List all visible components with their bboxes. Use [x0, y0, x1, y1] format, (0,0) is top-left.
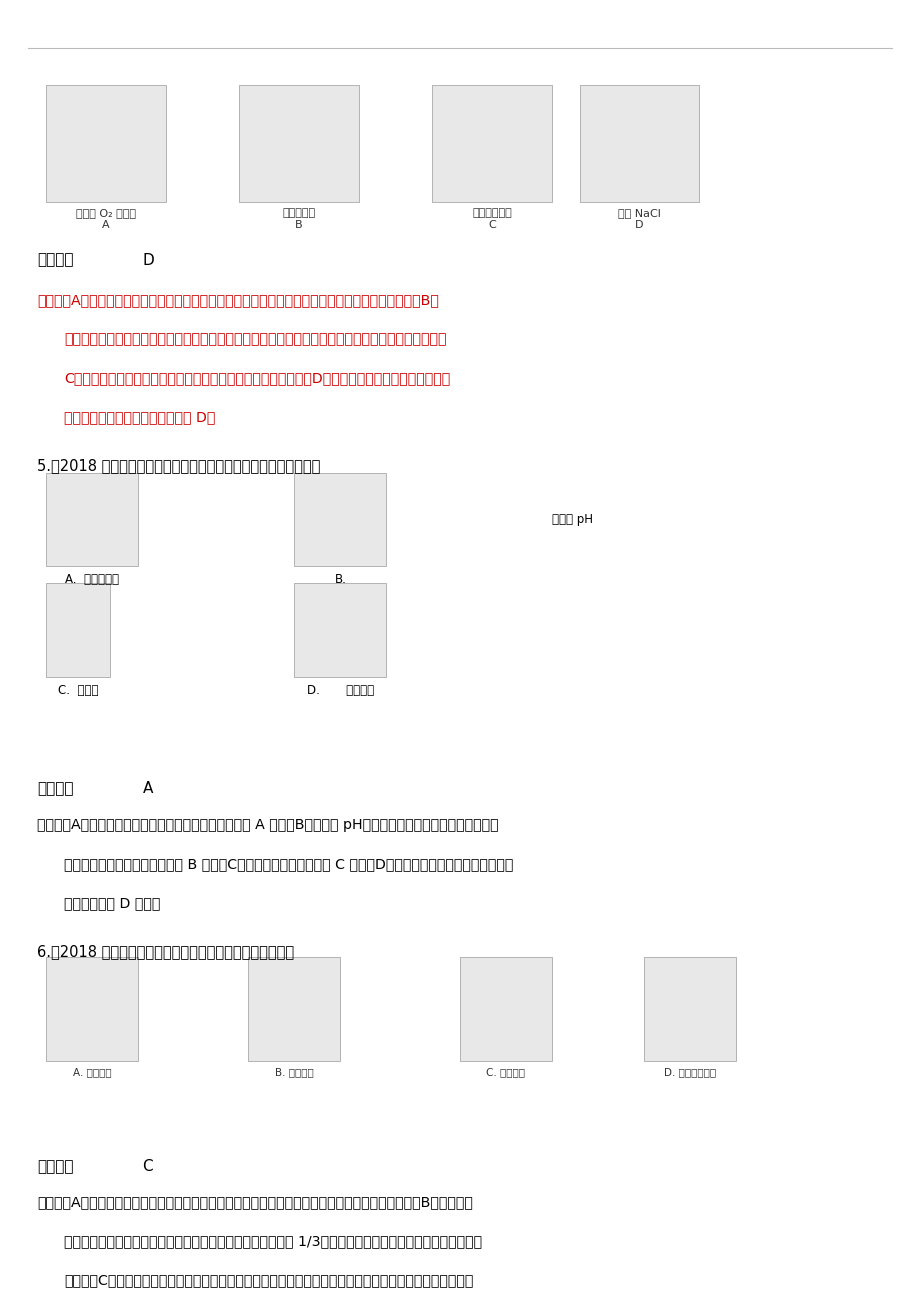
Text: 稀释浓硫酸时，一定要注意：沿烧杯内壁将浓硫酸缓缓加入水中，边加边搅拌，否则会有危险，正确；: 稀释浓硫酸时，一定要注意：沿烧杯内壁将浓硫酸缓缓加入水中，边加边搅拌，否则会有危… [64, 332, 447, 346]
Text: 【答案】: 【答案】 [37, 253, 74, 268]
Text: 热时，要用酒精灯的外焰加热，试管内液体不能超过其体积的 1/3，大拇指不能握在试管夹的短柄处，图中操: 热时，要用酒精灯的外焰加热，试管内液体不能超过其体积的 1/3，大拇指不能握在试… [64, 1234, 482, 1249]
Text: 上，不应直接放入待测液中，故 B 错误；C、夹试管应从下往上，故 C 错误；D、应先熄灭酒精灯，再添加酒精，: 上，不应直接放入待测液中，故 B 错误；C、夹试管应从下往上，故 C 错误；D、… [64, 857, 513, 871]
Text: B. 加热液体: B. 加热液体 [275, 1068, 313, 1078]
FancyBboxPatch shape [46, 957, 138, 1061]
Text: B.: B. [335, 573, 346, 586]
Text: 6.【2018 年山东省泰安市】下列实验基本操作中，正确的是: 6.【2018 年山东省泰安市】下列实验基本操作中，正确的是 [37, 944, 293, 960]
FancyBboxPatch shape [294, 583, 386, 677]
FancyBboxPatch shape [432, 85, 551, 202]
FancyBboxPatch shape [248, 957, 340, 1061]
FancyBboxPatch shape [239, 85, 358, 202]
Text: D.       添加酒精: D. 添加酒精 [307, 684, 373, 697]
Text: A.  过滤悬浊液: A. 过滤悬浊液 [65, 573, 119, 586]
Text: 读取液体体积
C: 读取液体体积 C [471, 208, 512, 230]
Text: 【答案】: 【答案】 [37, 1159, 74, 1174]
Text: A. 氧气检满: A. 氧气检满 [73, 1068, 111, 1078]
Text: C: C [142, 1159, 153, 1174]
Text: 【解析】A、过滤操作基本要求是一帖，二低，三靠，故 A 正确；B、测溶液 pH，应用玻璃棒蘸取待测液滴加在试纸: 【解析】A、过滤操作基本要求是一帖，二低，三靠，故 A 正确；B、测溶液 pH，… [37, 818, 498, 832]
FancyBboxPatch shape [579, 85, 698, 202]
Text: 称量 NaCl
D: 称量 NaCl D [618, 208, 660, 230]
Text: 以免失火，故 D 错误。: 以免失火，故 D 错误。 [64, 896, 161, 910]
FancyBboxPatch shape [460, 957, 551, 1061]
Text: A: A [142, 781, 153, 797]
Text: 作错误；C、使用胶头滴管滴加少量液体的操作，注意胶头滴管不能伸入到试管内或接触试管内壁，应垂直悬: 作错误；C、使用胶头滴管滴加少量液体的操作，注意胶头滴管不能伸入到试管内或接触试… [64, 1273, 473, 1288]
Text: 测溶液 pH: 测溶液 pH [551, 513, 593, 526]
Text: 边托盘都应加垫纸片，错误。故选 D。: 边托盘都应加垫纸片，错误。故选 D。 [64, 410, 216, 424]
Text: 铁丝在 O₂ 中燃烧
A: 铁丝在 O₂ 中燃烧 A [75, 208, 136, 230]
FancyBboxPatch shape [46, 85, 165, 202]
Text: 【答案】: 【答案】 [37, 781, 74, 797]
Text: C. 滴加液体: C. 滴加液体 [486, 1068, 525, 1078]
Text: 5.【2018 年四川省巴中市】下列图示的实验操作正确的是（　　）: 5.【2018 年四川省巴中市】下列图示的实验操作正确的是（ ） [37, 458, 320, 474]
Text: C、量取液体时，视线没与液体的凹液面最低处保持水平，正确；D、为防止药品污染和腐蚀托盘，两: C、量取液体时，视线没与液体的凹液面最低处保持水平，正确；D、为防止药品污染和腐… [64, 371, 450, 385]
Text: D: D [142, 253, 154, 268]
FancyBboxPatch shape [643, 957, 735, 1061]
FancyBboxPatch shape [294, 473, 386, 566]
Text: C.  夹试管: C. 夹试管 [58, 684, 98, 697]
Text: 【解析】A、铁丝燃烧生成的高温熔融物溅落，集气瓶中的水，可以防止高温熔融物炸裂瓶底，正确；B、: 【解析】A、铁丝燃烧生成的高温熔融物溅落，集气瓶中的水，可以防止高温熔融物炸裂瓶… [37, 293, 438, 307]
FancyBboxPatch shape [46, 473, 138, 566]
FancyBboxPatch shape [46, 583, 110, 677]
Text: 【解析】A、检验氧气是否集满时，应将带火星的木条放在集气瓶口，不能伸入瓶中，图中操作错误；B、给液体加: 【解析】A、检验氧气是否集满时，应将带火星的木条放在集气瓶口，不能伸入瓶中，图中… [37, 1195, 472, 1210]
Text: D. 收集二氧化碳: D. 收集二氧化碳 [664, 1068, 715, 1078]
Text: 稀释浓硫酸
B: 稀释浓硫酸 B [282, 208, 315, 230]
